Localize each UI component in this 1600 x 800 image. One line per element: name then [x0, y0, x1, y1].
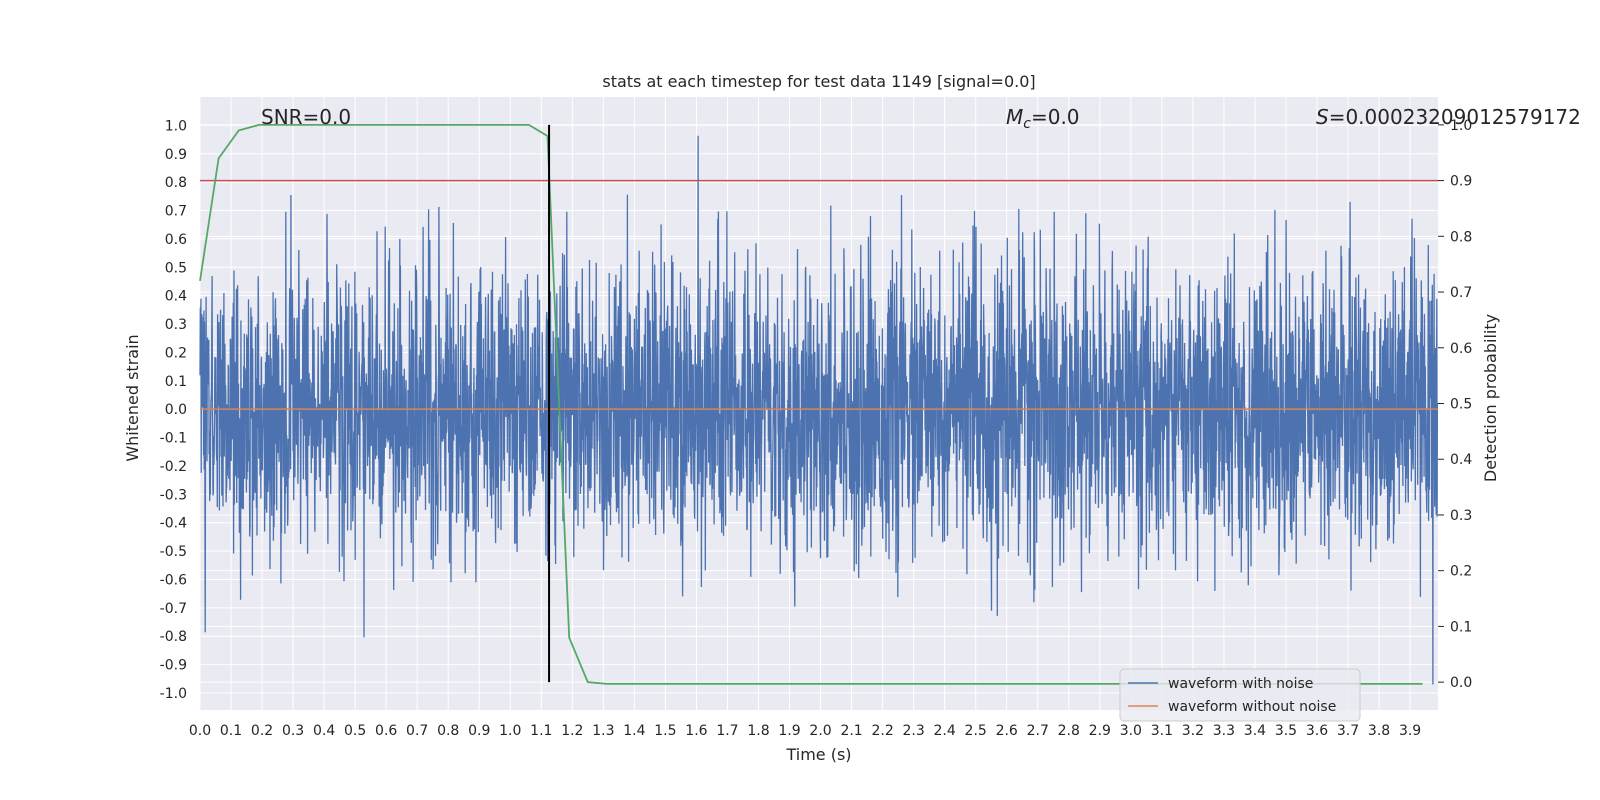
chirp-mass-annotation: Mc=0.0	[1006, 105, 1080, 132]
x-tick-label: 2.0	[809, 723, 831, 739]
y-tick-label: -0.8	[160, 629, 187, 645]
x-tick-label: 0.8	[437, 723, 459, 739]
chirp-mass-symbol: M	[1006, 105, 1023, 129]
x-tick-label: 1.5	[654, 723, 676, 739]
x-tick-label: 2.9	[1089, 723, 1111, 739]
x-tick-label: 2.4	[934, 723, 956, 739]
x-axis-label: Time (s)	[785, 745, 851, 764]
x-tick-label: 1.6	[685, 723, 707, 739]
x-tick-label: 2.1	[840, 723, 862, 739]
x-tick-label: 0.7	[406, 723, 428, 739]
x-tick-label: 3.1	[1151, 723, 1173, 739]
x-tick-label: 3.8	[1368, 723, 1390, 739]
y-tick-label: 0.0	[165, 402, 187, 418]
x-tick-label: 0.4	[313, 723, 335, 739]
x-tick-label: 3.2	[1182, 723, 1204, 739]
y2-tick-label: 0.7	[1450, 285, 1472, 301]
legend-box	[1119, 668, 1361, 722]
y-tick-label: -0.9	[160, 658, 187, 674]
x-tick-label: 2.8	[1058, 723, 1080, 739]
y-tick-labels: 1.0 0.9 0.8 0.7 0.6 0.5 0.4 0.3 0.2 0.1 0.0 -0.1 -0.…	[160, 118, 187, 702]
y-tick-label: 0.8	[165, 175, 187, 191]
y-tick-label: 1.0	[165, 118, 187, 134]
y-tick-label: -0.2	[160, 459, 187, 475]
chirp-mass-value: =0.0	[1031, 105, 1080, 129]
chirp-mass-subscript: c	[1023, 116, 1031, 132]
y2-axis-label: Detection probability	[1481, 314, 1500, 482]
x-tick-label: 3.0	[1120, 723, 1142, 739]
y-tick-label: 0.7	[165, 204, 187, 220]
x-tick-label: 0.2	[251, 723, 273, 739]
x-tick-label: 1.0	[499, 723, 521, 739]
y2-tick-label: 0.0	[1450, 675, 1472, 691]
snr-s-annotation: S=0.00023209012579172	[1316, 105, 1581, 129]
y-tick-label: 0.4	[165, 289, 187, 305]
x-tick-label: 1.1	[530, 723, 552, 739]
x-tick-label: 2.5	[965, 723, 987, 739]
y-tick-label: 0.5	[165, 260, 187, 276]
y2-tick-label: 0.1	[1450, 619, 1472, 635]
legend: waveform with noise waveform without noi…	[1119, 668, 1361, 722]
x-tick-labels: 0.0 0.1 0.2 0.3 0.4 0.5 0.6 0.7 0.8 0.9 1.0 1.1 1.2 1…	[189, 723, 1421, 739]
x-tick-label: 3.6	[1306, 723, 1328, 739]
y2-tick-label: 0.4	[1450, 452, 1472, 468]
x-tick-label: 0.1	[220, 723, 242, 739]
x-tick-label: 0.0	[189, 723, 211, 739]
series-waveform-with-noise	[199, 135, 1439, 685]
y-tick-label: -0.6	[160, 572, 187, 588]
x-tick-label: 3.3	[1213, 723, 1235, 739]
chart-title: stats at each timestep for test data 114…	[602, 72, 1035, 91]
x-tick-label: 1.7	[716, 723, 738, 739]
x-tick-label: 1.8	[747, 723, 769, 739]
y-tick-label: 0.3	[165, 317, 187, 333]
y2-tick-labels: 1.0 0.9 0.8 0.7 0.6 0.5 0.4 0.3 0.2 0.1 0.0	[1438, 118, 1472, 691]
y-tick-label: -0.7	[160, 601, 187, 617]
x-tick-label: 0.9	[468, 723, 490, 739]
x-tick-label: 0.6	[375, 723, 397, 739]
y-tick-label: -1.0	[160, 686, 187, 702]
y2-tick-label: 0.6	[1450, 341, 1472, 357]
x-tick-label: 3.5	[1275, 723, 1297, 739]
x-tick-label: 3.7	[1337, 723, 1359, 739]
y2-tick-label: 0.5	[1450, 397, 1472, 413]
x-tick-label: 2.6	[996, 723, 1018, 739]
y-tick-label: 0.1	[165, 374, 187, 390]
y2-tick-label: 0.9	[1450, 174, 1472, 190]
x-tick-label: 2.3	[903, 723, 925, 739]
snr-annotation: SNR=0.0	[261, 105, 351, 129]
y2-tick-label: 1.0	[1450, 118, 1472, 134]
y-tick-label: 0.2	[165, 345, 187, 361]
x-tick-label: 2.2	[871, 723, 893, 739]
y-axis-label: Whitened strain	[123, 334, 142, 461]
x-tick-label: 0.5	[344, 723, 366, 739]
y2-tick-label: 0.3	[1450, 508, 1472, 524]
y2-tick-label: 0.8	[1450, 229, 1472, 245]
x-tick-label: 1.9	[778, 723, 800, 739]
series-detection-probability	[199, 124, 1423, 685]
y-tick-label: -0.4	[160, 516, 187, 532]
x-tick-label: 1.3	[592, 723, 614, 739]
x-tick-label: 3.4	[1244, 723, 1266, 739]
y-tick-label: 0.6	[165, 232, 187, 248]
x-tick-label: 2.7	[1027, 723, 1049, 739]
y2-tick-label: 0.2	[1450, 564, 1472, 580]
y-tick-label: 0.9	[165, 147, 187, 163]
s-symbol: S	[1316, 105, 1329, 129]
legend-label-clean: waveform without noise	[1168, 699, 1336, 715]
y-tick-label: -0.3	[160, 487, 187, 503]
x-tick-label: 3.9	[1399, 723, 1421, 739]
y-tick-label: -0.5	[160, 544, 187, 560]
s-value: =0.00023209012579172	[1329, 105, 1581, 129]
plot-layer	[199, 124, 1439, 685]
x-tick-label: 0.3	[282, 723, 304, 739]
x-tick-label: 1.4	[623, 723, 645, 739]
y-tick-label: -0.1	[160, 431, 187, 447]
x-tick-label: 1.2	[561, 723, 583, 739]
legend-label-noisy: waveform with noise	[1168, 676, 1313, 692]
